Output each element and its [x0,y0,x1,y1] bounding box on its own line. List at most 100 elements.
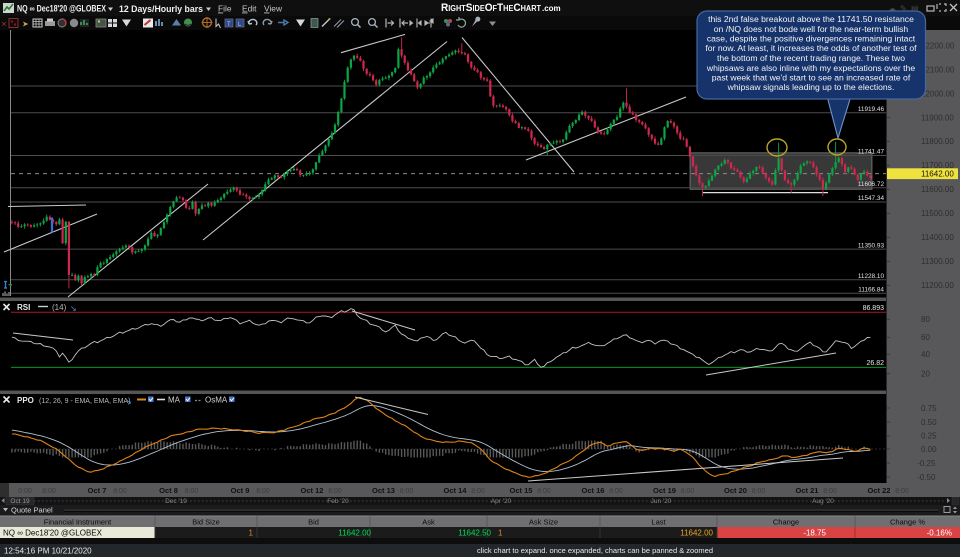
svg-text:Oct 22: Oct 22 [868,486,891,495]
svg-text:Oct 9: Oct 9 [231,486,250,495]
svg-text:11300.00: 11300.00 [921,257,954,266]
svg-text:whipsaws are also inline with: whipsaws are also inline with my expecta… [706,63,915,73]
svg-text:1: 1 [249,529,254,538]
svg-text:Feb '20: Feb '20 [327,498,349,505]
svg-text:11919.46: 11919.46 [858,106,885,113]
svg-text:-0.16%: -0.16% [927,529,952,538]
svg-text:0.00: 0.00 [921,445,937,454]
svg-text:11741.47: 11741.47 [858,149,885,156]
svg-text:8:00: 8:00 [185,488,199,495]
svg-text:PPO: PPO [17,396,34,405]
svg-text:-18.75: -18.75 [803,529,826,538]
svg-text:case, despite the positive div: case, despite the positive divergences r… [707,34,916,44]
svg-text:11642.00: 11642.00 [921,170,954,179]
svg-text:☁: ☁ [888,4,896,13]
svg-text:8:00: 8:00 [113,488,127,495]
svg-text:12200.00: 12200.00 [921,41,955,50]
svg-text:L: L [238,22,242,28]
svg-text:0.50: 0.50 [921,418,937,427]
svg-text:8:00: 8:00 [609,488,623,495]
svg-text:60: 60 [921,333,930,342]
svg-text:11166.84: 11166.84 [858,286,884,293]
svg-text:Oct 19: Oct 19 [10,498,30,505]
svg-text:Oct 12: Oct 12 [301,486,324,495]
svg-text:8:00: 8:00 [328,488,342,495]
svg-text:11600.00: 11600.00 [921,185,954,194]
svg-text:8:00: 8:00 [42,488,56,495]
svg-text:Oct 13: Oct 13 [372,486,395,495]
svg-text:(14): (14) [52,303,67,312]
svg-text:Ask Size: Ask Size [529,518,558,527]
svg-text:Oct 7: Oct 7 [88,486,107,495]
svg-text:11228.10: 11228.10 [858,273,885,280]
svg-text:80: 80 [921,315,930,324]
svg-text:0.75: 0.75 [921,404,937,413]
svg-text:Change: Change [773,518,799,527]
svg-text:26.82: 26.82 [866,360,884,367]
svg-text:NQ ∞ Dec18'20 @GLOBEX: NQ ∞ Dec18'20 @GLOBEX [17,4,106,14]
svg-text:11800.00: 11800.00 [921,137,954,146]
svg-text:this 2nd false breakout above: this 2nd false breakout above the 11741.… [708,14,914,24]
svg-text:whipsaw signals leading up to: whipsaw signals leading up to the electi… [727,82,895,92]
svg-text:11547.34: 11547.34 [858,195,885,202]
svg-text:12:54:16 PM 10/21/2020: 12:54:16 PM 10/21/2020 [4,547,92,556]
svg-text:Last: Last [651,518,666,527]
svg-text:Oct 20: Oct 20 [724,486,747,495]
svg-text:NQ ∞ Dec18'20 @GLOBEX: NQ ∞ Dec18'20 @GLOBEX [3,529,103,538]
svg-text:86.893: 86.893 [863,305,885,312]
svg-text:11642.00: 11642.00 [338,529,371,538]
svg-text:View: View [264,4,283,14]
svg-text:Oct 21: Oct 21 [796,486,819,495]
svg-text:12000.00: 12000.00 [921,89,955,98]
svg-text:8:00: 8:00 [537,488,551,495]
svg-text:-0.25: -0.25 [917,459,936,468]
svg-text:↘: ↘ [125,397,132,406]
svg-text:8:00: 8:00 [823,488,837,495]
svg-text:Financial Instrument: Financial Instrument [44,518,112,527]
svg-text:Oct 14: Oct 14 [444,486,468,495]
svg-text:OsMA: OsMA [205,396,228,405]
svg-text:12100.00: 12100.00 [921,65,955,74]
svg-text:8:00: 8:00 [256,488,270,495]
svg-text:11900.00: 11900.00 [921,113,954,122]
svg-text:40: 40 [921,350,930,359]
svg-text:Oct 8: Oct 8 [159,486,178,495]
svg-text:8:00: 8:00 [895,488,909,495]
svg-text:Oct 19: Oct 19 [653,486,676,495]
svg-text:11606.72: 11606.72 [858,181,885,188]
svg-text:for now. At least, it increase: for now. At least, it increases the odds… [705,43,917,53]
svg-text:11700.00: 11700.00 [921,161,954,170]
svg-text:8:00: 8:00 [681,488,695,495]
svg-text:Oct 16: Oct 16 [582,486,605,495]
svg-text:the bottom of the recent tradi: the bottom of the recent trading range. … [717,53,905,63]
svg-text:✕: ✕ [1,22,7,29]
svg-text:Dec '19: Dec '19 [165,498,187,505]
svg-text:Change %: Change % [890,518,925,527]
svg-text:File: File [218,4,232,14]
svg-text:T: T [227,22,231,28]
svg-text:Ask: Ask [422,518,435,527]
svg-text:11500.00: 11500.00 [921,209,954,218]
svg-text:RSI: RSI [17,303,30,312]
svg-text:Jun '20: Jun '20 [651,498,672,505]
svg-text:Quote Panel: Quote Panel [11,506,53,515]
svg-text:8:00: 8:00 [471,488,485,495]
svg-text:-0.50: -0.50 [917,473,936,482]
svg-text:Oct 15: Oct 15 [510,486,533,495]
svg-text:Apr '20: Apr '20 [491,498,512,505]
svg-text:➤: ➤ [22,20,29,29]
svg-text:MA: MA [168,396,181,405]
svg-text:past week that we'd start to s: past week that we'd start to see an incr… [712,73,911,83]
svg-text:(12, 26, 9 - EMA, EMA, EMA): (12, 26, 9 - EMA, EMA, EMA) [39,398,130,405]
svg-text:click chart to expand. once ex: click chart to expand. once expanded, ch… [477,546,713,555]
svg-text:.com: .com [542,4,561,13]
svg-text:▤: ▤ [911,4,919,13]
svg-text:Bid: Bid [308,518,319,527]
svg-text:11642.50: 11642.50 [458,529,491,538]
svg-text:Edit: Edit [242,4,257,14]
svg-text:1: 1 [498,529,503,538]
svg-text:✎: ✎ [900,4,907,13]
svg-text:Bid Size: Bid Size [192,518,220,527]
svg-text:0:00: 0:00 [18,488,32,495]
svg-text:on /NQ does not bode well for: on /NQ does not bode well for the near-t… [714,24,909,34]
